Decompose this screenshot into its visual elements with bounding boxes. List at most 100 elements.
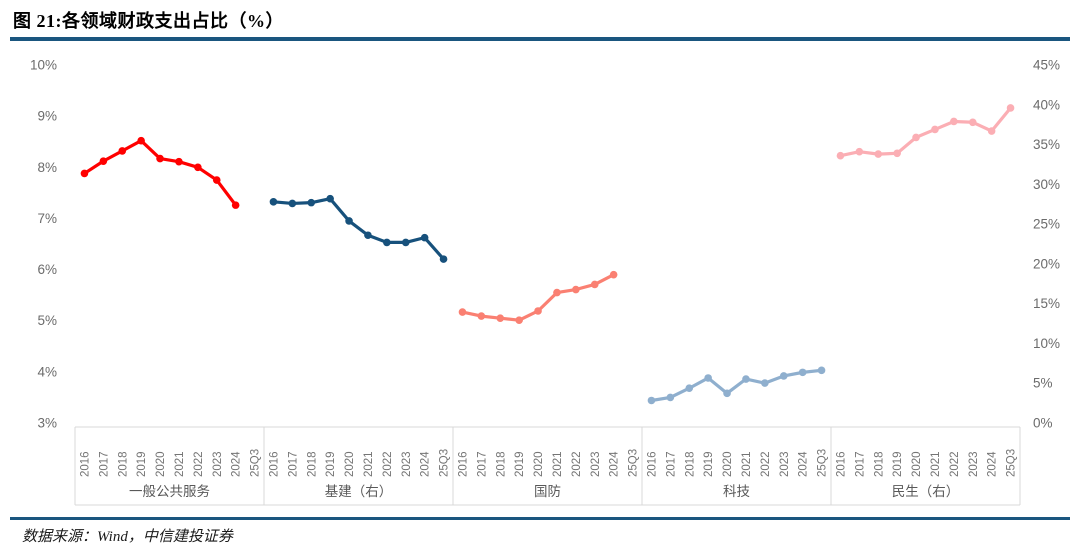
year-tick-label: 2017 <box>854 451 866 477</box>
series-marker-livelihood <box>855 147 864 156</box>
year-tick-label: 25Q3 <box>439 449 451 477</box>
series-infrastructure <box>269 194 448 263</box>
year-tick-label: 2022 <box>760 451 772 477</box>
series-marker-general-public-services <box>99 157 108 165</box>
year-tick-label: 2018 <box>873 451 885 477</box>
year-tick-label: 2020 <box>911 451 923 477</box>
year-tick-label: 2017 <box>476 451 488 477</box>
series-marker-livelihood <box>1006 104 1015 112</box>
series-marker-defense <box>609 270 618 279</box>
year-tick-label: 2022 <box>571 451 583 477</box>
year-tick-label: 2021 <box>930 451 942 477</box>
series-marker-general-public-services <box>194 163 202 172</box>
series-marker-technology <box>798 368 807 377</box>
series-marker-general-public-services <box>80 169 89 178</box>
series-marker-defense <box>534 307 542 315</box>
left-axis-tick-label: 9% <box>37 109 57 124</box>
series-marker-infrastructure <box>288 199 297 208</box>
year-tick-label: 2024 <box>420 451 432 477</box>
series-marker-infrastructure <box>383 238 391 247</box>
year-tick-label: 2024 <box>231 451 243 477</box>
series-technology <box>647 366 826 405</box>
group-label-general-public-services: 一般公共服务 <box>129 484 210 499</box>
group-label-defense: 国防 <box>534 484 561 499</box>
right-axis-tick-label: 25% <box>1033 217 1060 232</box>
series-marker-general-public-services <box>175 157 183 166</box>
year-tick-label: 2016 <box>457 451 469 477</box>
series-marker-defense <box>590 280 599 289</box>
year-tick-label: 2016 <box>646 451 658 477</box>
year-tick-label: 2023 <box>968 451 980 477</box>
series-livelihood <box>836 104 1015 160</box>
left-axis-tick-label: 6% <box>37 262 57 277</box>
series-marker-technology <box>704 374 712 382</box>
year-tick-label: 2018 <box>684 451 696 477</box>
series-marker-livelihood <box>893 149 901 158</box>
series-marker-technology <box>779 372 788 380</box>
year-tick-label: 2020 <box>344 451 356 477</box>
group-label-technology: 科技 <box>723 484 751 499</box>
series-marker-livelihood <box>968 118 977 127</box>
year-tick-label: 2023 <box>779 451 791 477</box>
year-tick-label: 2023 <box>590 451 602 477</box>
right-axis: 45% 40% 35% 30% 25% 20% 15% 10% 5% 0% <box>1033 58 1060 431</box>
year-tick-label: 2020 <box>155 451 167 477</box>
series-marker-infrastructure <box>307 198 316 207</box>
series-marker-infrastructure <box>439 255 448 263</box>
title-divider <box>10 37 1070 41</box>
page-title: 图 21:各领域财政支出占比（%） <box>13 11 284 31</box>
series-marker-technology <box>742 375 750 383</box>
year-tick-label: 2024 <box>987 451 999 477</box>
right-axis-tick-label: 15% <box>1033 296 1060 311</box>
year-tick-label: 2018 <box>306 451 318 477</box>
data-source: 数据来源：Wind，中信建投证券 <box>22 529 233 545</box>
series-marker-livelihood <box>931 125 939 134</box>
series-marker-infrastructure <box>364 231 372 240</box>
series-marker-general-public-services <box>156 154 164 163</box>
series-marker-livelihood <box>836 151 845 160</box>
right-axis-tick-label: 0% <box>1033 416 1053 431</box>
year-tick-label: 2019 <box>136 451 148 477</box>
year-tick-label: 2021 <box>363 451 375 477</box>
series-marker-infrastructure <box>401 238 410 247</box>
year-tick-label: 2016 <box>268 451 280 477</box>
year-tick-label: 2017 <box>98 451 110 477</box>
series-marker-defense <box>572 285 580 294</box>
left-axis-tick-label: 10% <box>30 58 57 73</box>
series-marker-infrastructure <box>326 194 334 203</box>
year-tick-label: 2016 <box>79 451 91 477</box>
year-tick-label: 25Q3 <box>1006 449 1018 477</box>
series-marker-defense <box>553 288 561 297</box>
year-tick-label: 25Q3 <box>628 449 640 477</box>
category-group-infrastructure: 2016 2017 2018 2019 2020 2021 2022 2023 2024 25Q3… <box>268 449 450 499</box>
series-marker-livelihood <box>950 117 958 126</box>
series-marker-general-public-services <box>118 147 127 155</box>
series-marker-defense <box>477 312 486 320</box>
left-axis-tick-label: 4% <box>37 364 57 379</box>
year-tick-label: 2017 <box>665 451 677 477</box>
year-tick-label: 2018 <box>117 451 129 477</box>
left-axis-tick-label: 8% <box>37 160 57 175</box>
series-marker-technology <box>647 396 656 405</box>
year-tick-label: 2023 <box>212 451 224 477</box>
series-marker-general-public-services <box>212 176 221 184</box>
series-marker-general-public-services <box>231 201 240 209</box>
series-marker-technology <box>761 379 769 387</box>
year-tick-label: 2021 <box>552 451 564 477</box>
series-marker-defense <box>515 316 523 325</box>
right-axis-tick-label: 30% <box>1033 177 1060 192</box>
series-marker-technology <box>685 384 694 393</box>
series-defense <box>458 270 618 325</box>
year-tick-label: 2019 <box>892 451 904 477</box>
year-tick-label: 2019 <box>703 451 715 477</box>
series-marker-defense <box>458 308 467 316</box>
series-general-public-services <box>80 136 240 209</box>
series-line-technology <box>649 368 824 403</box>
year-tick-label: 2022 <box>193 451 205 477</box>
left-axis-tick-label: 5% <box>37 313 57 328</box>
year-tick-label: 25Q3 <box>250 449 262 477</box>
year-tick-label: 2024 <box>609 451 621 477</box>
year-tick-label: 2021 <box>741 451 753 477</box>
year-tick-label: 2022 <box>949 451 961 477</box>
